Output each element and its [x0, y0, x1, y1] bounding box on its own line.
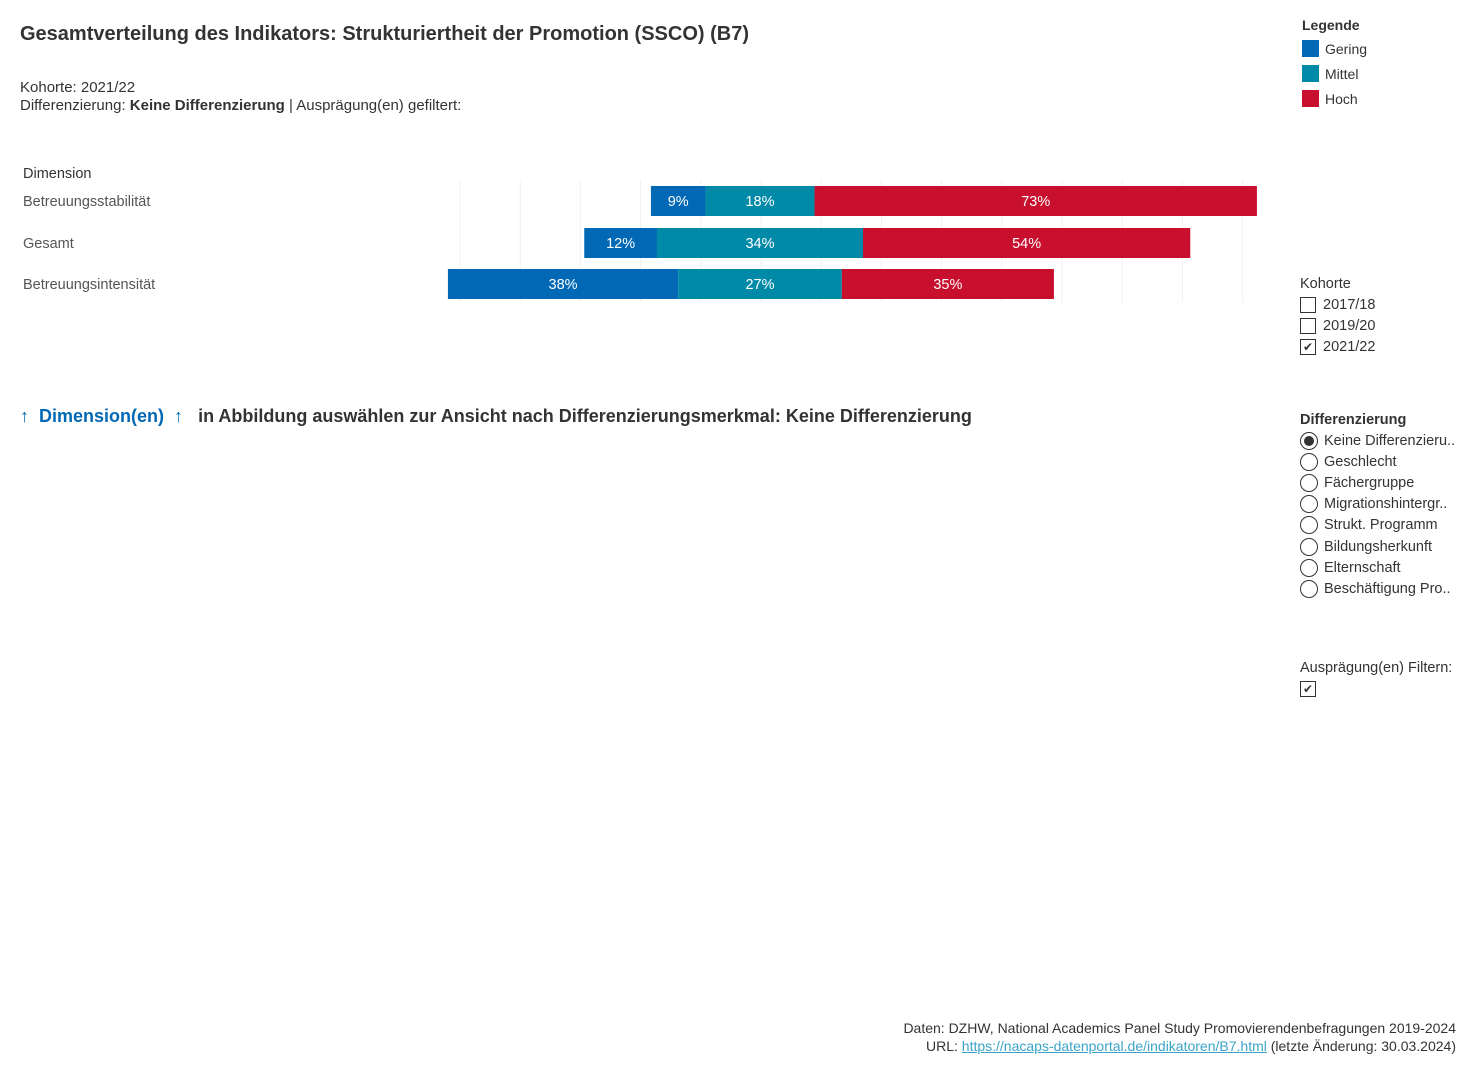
data-label: 34% — [745, 236, 774, 252]
radio-selected[interactable] — [1300, 431, 1318, 450]
bars: 9% 18% 73% 12% 34% 54% 38% 27% 35% — [447, 186, 1257, 299]
bar-segment-mittel[interactable] — [656, 228, 864, 258]
auspraegung-toggle[interactable]: ✔ — [1300, 678, 1452, 699]
hint-text: in Abbildung auswählen zur Ansicht nach … — [198, 406, 972, 426]
diff-option-elternschaft[interactable]: Elternschaft — [1300, 557, 1455, 578]
radio[interactable] — [1300, 495, 1318, 514]
diff-option-faechergruppe[interactable]: Fächergruppe — [1300, 472, 1455, 493]
kohorte-option-2019-20[interactable]: 2019/20 — [1300, 315, 1375, 336]
dimension-header: Dimension — [23, 166, 92, 182]
radio[interactable] — [1300, 452, 1318, 471]
checkbox[interactable] — [1300, 317, 1316, 334]
diff-label: Migrationshintergr.. — [1324, 496, 1448, 513]
legend-label-hoch: Hoch — [1325, 90, 1358, 107]
bar-segment-gering[interactable] — [650, 186, 706, 216]
diff-option-geschlecht[interactable]: Geschlecht — [1300, 451, 1455, 472]
dimension-link[interactable]: Dimension(en) — [39, 406, 165, 426]
checkmark-icon: ✔ — [1302, 339, 1314, 354]
checkbox-checked[interactable]: ✔ — [1300, 338, 1316, 355]
data-label: 38% — [549, 277, 578, 293]
bar-segment-hoch[interactable] — [841, 269, 1054, 299]
row-labels: Betreuungsstabilität Gesamt Betreuungsinte… — [23, 194, 155, 293]
legend-swatch-hoch — [1302, 90, 1319, 107]
row-label[interactable]: Betreuungsintensität — [23, 277, 155, 293]
legend-label-mittel: Mittel — [1325, 65, 1359, 82]
data-label: 9% — [668, 194, 689, 210]
data-label: 54% — [1012, 236, 1041, 252]
differentiation-value: Keine Differenzierung — [129, 97, 285, 114]
data-label: 12% — [606, 236, 635, 252]
stacked-bar-chart: Dimension BetreuungsstabilitätGesamtBetr… — [23, 166, 1257, 302]
legend-swatch-gering — [1302, 40, 1319, 57]
auspraegung-title: Ausprägung(en) Filtern: — [1300, 660, 1453, 676]
differenzierung-filter: Differenzierung Keine Differenzieru.. Ge… — [1300, 412, 1455, 600]
diff-label: Elternschaft — [1324, 559, 1401, 576]
legend-label-gering: Gering — [1325, 40, 1368, 57]
bar-segment-gering[interactable] — [584, 228, 657, 258]
diff-label: Strukt. Programm — [1324, 517, 1438, 534]
footer: Daten: DZHW, National Academics Panel St… — [903, 1019, 1456, 1055]
diff-label: Geschlecht — [1324, 453, 1397, 470]
diff-option-strukt-programm[interactable]: Strukt. Programm — [1300, 515, 1455, 536]
differenzierung-title: Differenzierung — [1300, 412, 1407, 428]
chart-meta: Kohorte: 2021/22 Differenzierung: Keine … — [20, 79, 461, 115]
data-label: 35% — [933, 277, 962, 293]
bar-segment-mittel[interactable] — [678, 269, 842, 299]
checkbox-checked[interactable]: ✔ — [1300, 680, 1316, 697]
differentiation-info: Differenzierung: Keine Differenzierung |… — [20, 97, 461, 115]
url-line: URL: https://nacaps-datenportal.de/indik… — [903, 1037, 1456, 1055]
kohorte-option-2017-18[interactable]: 2017/18 — [1300, 294, 1375, 315]
kohorte-label: 2019/20 — [1323, 317, 1376, 334]
checkbox[interactable] — [1300, 296, 1316, 313]
kohorte-title: Kohorte — [1300, 276, 1351, 292]
diff-label: Fächergruppe — [1324, 474, 1415, 491]
radio[interactable] — [1300, 516, 1318, 535]
bar-segment-hoch[interactable] — [814, 186, 1257, 216]
url-prefix: URL: — [925, 1038, 962, 1054]
kohorte-option-2021-22[interactable]: ✔ 2021/22 — [1300, 336, 1375, 357]
kohorte-label: 2017/18 — [1323, 296, 1376, 313]
auspraegung-filter: Ausprägung(en) Filtern: ✔ — [1300, 660, 1452, 699]
legend: Legende Gering Mittel Hoch — [1302, 17, 1367, 111]
radio[interactable] — [1300, 537, 1318, 556]
data-label: 18% — [745, 194, 774, 210]
radio[interactable] — [1300, 558, 1318, 577]
radio[interactable] — [1300, 473, 1318, 492]
diff-option-beschaeftigung[interactable]: Beschäftigung Pro.. — [1300, 578, 1455, 599]
radio[interactable] — [1300, 579, 1318, 598]
bar-segment-mittel[interactable] — [705, 186, 815, 216]
page-title: Gesamtverteilung des Indikators: Struktu… — [20, 23, 750, 45]
data-label: 73% — [1021, 194, 1050, 210]
diff-label: Keine Differenzieru.. — [1324, 432, 1456, 449]
row-label[interactable]: Betreuungsstabilität — [23, 194, 150, 210]
differentiation-prefix: Differenzierung: — [20, 97, 130, 114]
selection-hint: ↑ Dimension(en) ↑ in Abbildung auswählen… — [20, 406, 972, 427]
arrow-up-icon: ↑ — [20, 406, 29, 426]
cohort-info: Kohorte: 2021/22 — [20, 79, 136, 96]
diff-label: Beschäftigung Pro.. — [1324, 580, 1451, 597]
diff-label: Bildungsherkunft — [1324, 538, 1433, 555]
data-source: Daten: DZHW, National Academics Panel St… — [903, 1020, 1456, 1036]
legend-title: Legende — [1302, 17, 1360, 33]
row-label[interactable]: Gesamt — [23, 236, 74, 252]
diff-option-migrationshintergrund[interactable]: Migrationshintergr.. — [1300, 494, 1455, 515]
kohorte-filter: Kohorte 2017/18 2019/20 ✔ 2021/22 — [1300, 276, 1375, 358]
bar-segment-hoch[interactable] — [863, 228, 1191, 258]
kohorte-label: 2021/22 — [1323, 338, 1376, 355]
bar-segment-gering[interactable] — [447, 269, 679, 299]
diff-option-bildungsherkunft[interactable]: Bildungsherkunft — [1300, 536, 1455, 557]
legend-item-mittel: Mittel — [1302, 61, 1367, 86]
filter-info: | Ausprägung(en) gefiltert: — [284, 97, 462, 114]
data-label: 27% — [745, 277, 774, 293]
arrow-up-icon: ↑ — [174, 406, 184, 426]
last-updated: (letzte Änderung: 30.03.2024) — [1266, 1038, 1456, 1054]
legend-swatch-mittel — [1302, 65, 1319, 82]
diff-option-keine[interactable]: Keine Differenzieru.. — [1300, 430, 1455, 451]
legend-item-hoch: Hoch — [1302, 86, 1367, 111]
checkmark-icon: ✔ — [1302, 681, 1314, 696]
legend-item-gering: Gering — [1302, 36, 1367, 61]
source-link[interactable]: https://nacaps-datenportal.de/indikatore… — [961, 1038, 1267, 1054]
